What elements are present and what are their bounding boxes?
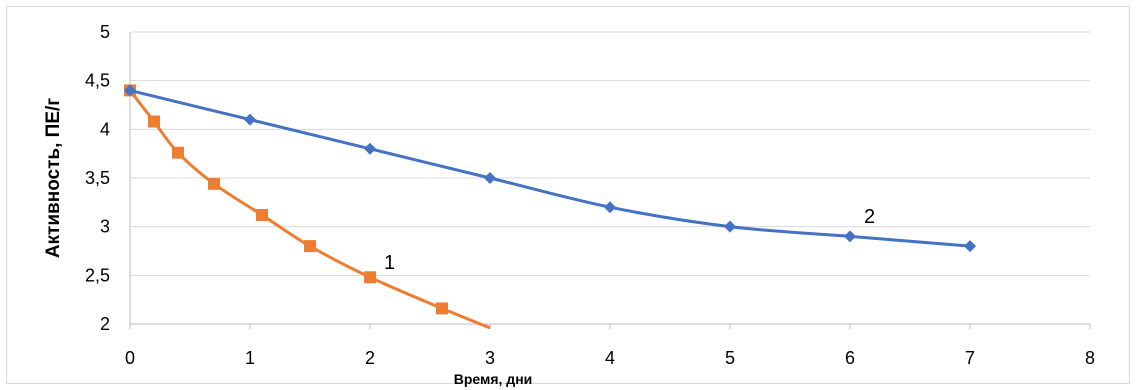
y-tick-label: 2,5	[85, 265, 110, 285]
series-1-line	[128, 89, 491, 330]
y-tick-labels: 2 2,5 3 3,5 4 4,5 5	[85, 22, 110, 334]
axes	[129, 32, 1091, 329]
data-point-diamond	[124, 84, 136, 97]
x-tick-labels: 0 1 2 3 4 5 6 7 8	[125, 348, 1095, 368]
series-2-label: 2	[864, 206, 875, 228]
series-2	[124, 84, 976, 253]
y-tick-label: 3	[100, 217, 110, 237]
x-axis-label: Время, дни	[454, 371, 533, 387]
gridlines	[130, 31, 1090, 276]
y-tick-label: 5	[100, 22, 110, 42]
y-axis-label: Активность, ПЕ/г	[43, 98, 64, 258]
x-tick-label: 3	[485, 348, 495, 368]
data-point-square	[256, 208, 268, 221]
y-tick-label: 4,5	[85, 71, 110, 91]
data-point-square	[208, 177, 220, 190]
x-tick-label: 5	[725, 348, 735, 368]
x-tick-label: 2	[365, 348, 375, 368]
data-point-diamond	[484, 172, 496, 184]
data-point-diamond	[604, 201, 616, 214]
data-point-diamond	[844, 230, 856, 243]
x-tick-label: 6	[845, 348, 855, 368]
data-point-diamond	[244, 113, 256, 126]
y-tick-label: 3,5	[85, 168, 110, 188]
data-point-square	[172, 146, 184, 159]
x-tick-label: 0	[125, 348, 135, 368]
data-point-square	[304, 240, 316, 253]
y-tick-label: 2	[100, 314, 110, 334]
data-point-square	[148, 115, 160, 128]
data-point-diamond	[364, 142, 376, 155]
data-point-diamond	[964, 240, 976, 253]
data-point-square	[364, 271, 376, 284]
series-2-line	[129, 88, 971, 248]
data-point-diamond	[724, 220, 736, 233]
y-tick-label: 4	[100, 119, 110, 139]
series-1-label: 1	[384, 252, 395, 274]
x-tick-label: 8	[1085, 348, 1095, 368]
data-point-square	[436, 302, 448, 315]
x-tick-label: 1	[245, 348, 255, 368]
series-layer	[124, 84, 976, 330]
x-tick-label: 7	[965, 348, 975, 368]
x-tick-label: 4	[605, 348, 615, 368]
chart-frame	[6, 6, 1130, 384]
series-1	[124, 84, 491, 330]
